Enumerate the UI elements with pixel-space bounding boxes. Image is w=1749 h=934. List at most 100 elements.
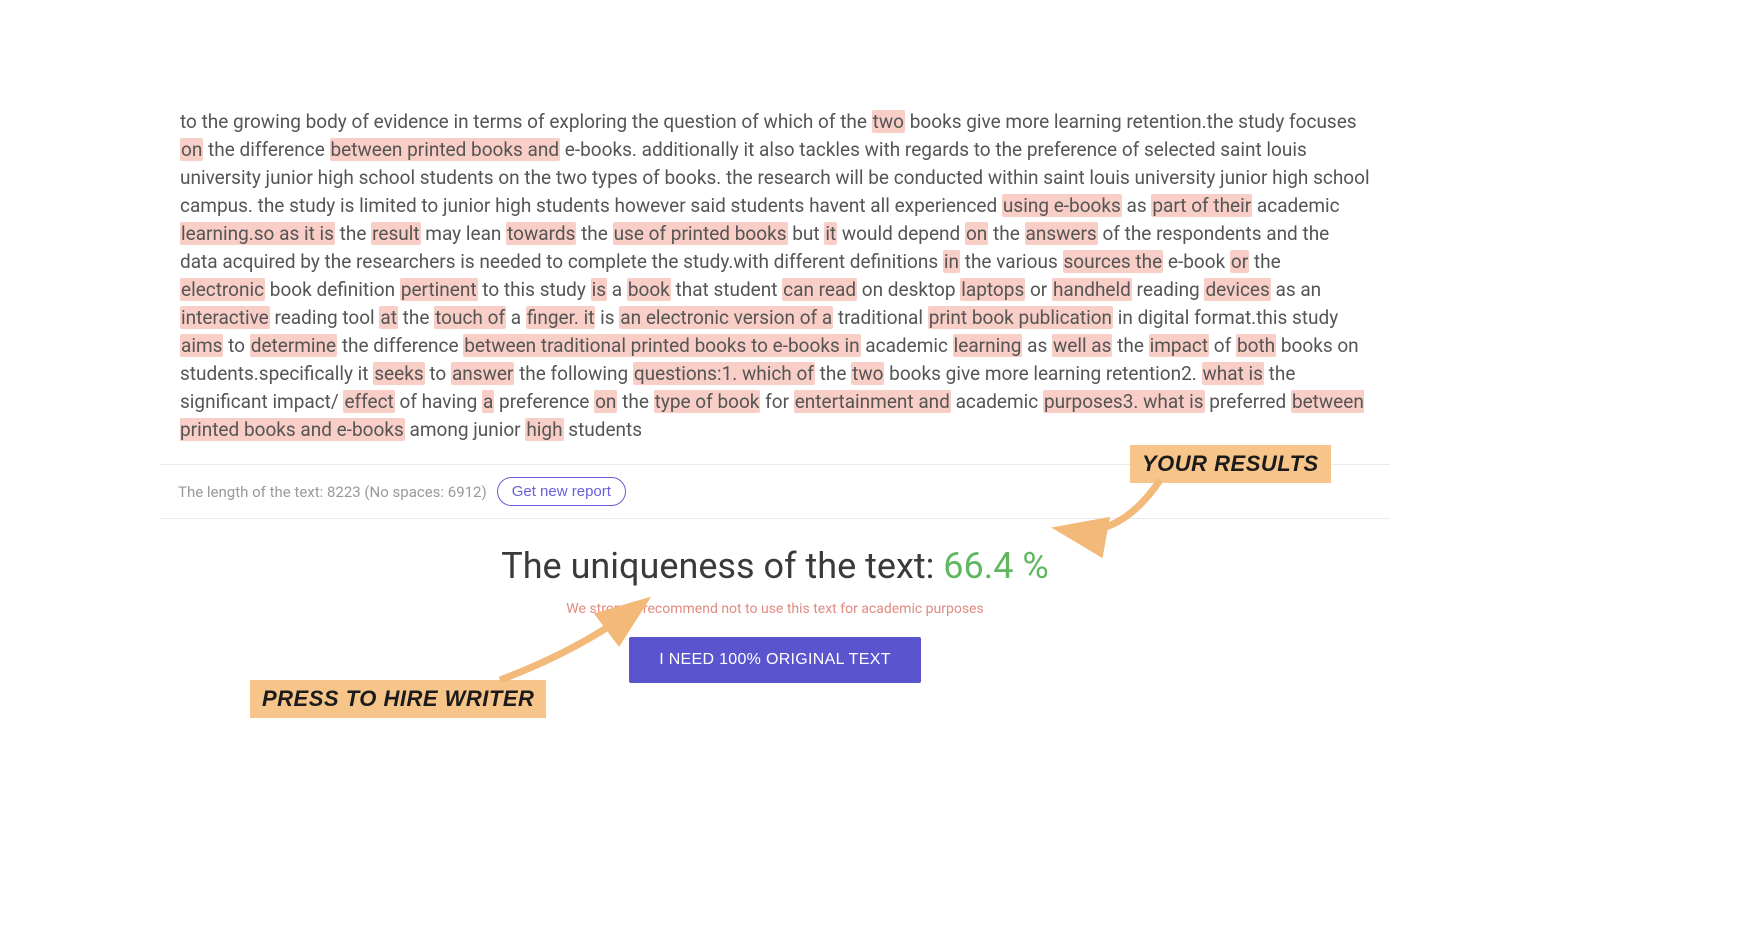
highlighted-span: seeks (373, 362, 424, 385)
text-span: the (988, 222, 1024, 245)
text-span: the (335, 222, 371, 245)
highlighted-span: questions:1. which of (633, 362, 815, 385)
highlighted-span: effect (343, 390, 394, 413)
highlighted-span: use of printed books (613, 222, 788, 245)
text-span: reading tool (270, 306, 380, 329)
text-span: in digital format.this study (1113, 306, 1338, 329)
highlighted-span: on (965, 222, 988, 245)
highlighted-span: aims (180, 334, 223, 357)
text-span: the difference (337, 334, 463, 357)
text-span: the difference (203, 138, 329, 161)
highlighted-span: sources the (1063, 250, 1164, 273)
highlighted-span: an electronic version of a (619, 306, 833, 329)
highlighted-span: result (371, 222, 420, 245)
highlighted-span: part of their (1151, 194, 1252, 217)
highlighted-span: laptops (960, 278, 1025, 301)
highlighted-span: entertainment and (794, 390, 951, 413)
text-span: a (607, 278, 627, 301)
highlighted-span: is (591, 278, 607, 301)
text-span: the following (514, 362, 632, 385)
highlighted-span: both (1236, 334, 1276, 357)
highlighted-span: finger. it (526, 306, 596, 329)
text-span: is (595, 306, 619, 329)
text-span: may lean (421, 222, 507, 245)
text-span: to this study (478, 278, 591, 301)
plagiarism-report-panel: to the growing body of evidence in terms… (160, 108, 1390, 717)
text-span: would depend (837, 222, 965, 245)
highlighted-span: what is (1202, 362, 1264, 385)
highlighted-span: two (872, 110, 905, 133)
highlighted-span: well as (1052, 334, 1112, 357)
highlighted-span: or (1230, 250, 1249, 273)
text-span: book definition (265, 278, 400, 301)
text-span: the (617, 390, 653, 413)
text-span: of having (395, 390, 482, 413)
text-span: books give more learning retention2. (884, 362, 1201, 385)
text-span: among junior (405, 418, 526, 441)
text-span: students (564, 418, 643, 441)
highlighted-span: determine (250, 334, 337, 357)
highlighted-span: a (482, 390, 494, 413)
text-span: e-book (1163, 250, 1230, 273)
warning-text: We strongly recommend not to use this te… (178, 601, 1372, 617)
highlighted-span: answer (451, 362, 514, 385)
highlighted-span: on (180, 138, 203, 161)
text-span: the (576, 222, 612, 245)
highlighted-span: learning.so as it is (180, 222, 335, 245)
arrow-results-icon (1050, 470, 1170, 560)
highlighted-span: handheld (1052, 278, 1132, 301)
highlighted-span: between traditional printed books to e-b… (463, 334, 860, 357)
text-span: preference (494, 390, 594, 413)
highlighted-span: touch of (434, 306, 506, 329)
highlighted-span: electronic (180, 278, 265, 301)
highlighted-span: in (943, 250, 960, 273)
text-span: the (815, 362, 851, 385)
text-span: to (223, 334, 249, 357)
text-span: the (1249, 250, 1280, 273)
uniqueness-percentage: 66.4 % (943, 545, 1049, 587)
text-span: or (1025, 278, 1052, 301)
text-length-label: The length of the text: 8223 (No spaces:… (178, 483, 487, 501)
text-span: as (1122, 194, 1152, 217)
highlighted-span: purposes3. what is (1043, 390, 1205, 413)
text-span: academic (1252, 194, 1339, 217)
highlighted-span: interactive (180, 306, 270, 329)
text-span: preferred (1205, 390, 1291, 413)
highlighted-span: two (851, 362, 884, 385)
text-span: books give more learning retention.the s… (905, 110, 1357, 133)
highlighted-span: learning (953, 334, 1023, 357)
text-span: the various (960, 250, 1062, 273)
text-span: as (1022, 334, 1052, 357)
highlighted-span: pertinent (400, 278, 478, 301)
text-span: of (1209, 334, 1236, 357)
get-new-report-button[interactable]: Get new report (497, 477, 626, 506)
highlighted-span: at (379, 306, 398, 329)
text-span: that student (671, 278, 782, 301)
highlighted-span: impact (1149, 334, 1209, 357)
uniqueness-label: The uniqueness of the text: (501, 545, 943, 587)
highlighted-span: devices (1204, 278, 1270, 301)
need-original-text-button[interactable]: I NEED 100% ORIGINAL TEXT (629, 637, 921, 683)
text-span: traditional (833, 306, 928, 329)
analyzed-text: to the growing body of evidence in terms… (160, 108, 1390, 464)
text-span: on desktop (857, 278, 960, 301)
highlighted-span: print book publication (928, 306, 1113, 329)
highlighted-span: between printed books and (330, 138, 561, 161)
text-span: as an (1271, 278, 1321, 301)
highlighted-span: on (594, 390, 617, 413)
highlighted-span: high (525, 418, 563, 441)
arrow-hire-icon (490, 590, 660, 690)
text-span: the (398, 306, 434, 329)
text-span: academic (861, 334, 953, 357)
uniqueness-line: The uniqueness of the text: 66.4 % (178, 545, 1372, 587)
text-span: to the growing body of evidence in terms… (180, 110, 872, 133)
text-span: reading (1132, 278, 1205, 301)
highlighted-span: type of book (654, 390, 761, 413)
text-span: the (1112, 334, 1148, 357)
text-span: academic (951, 390, 1043, 413)
highlighted-span: towards (506, 222, 576, 245)
highlighted-span: it (824, 222, 837, 245)
highlighted-span: book (627, 278, 671, 301)
text-span: a (506, 306, 526, 329)
highlighted-span: can read (782, 278, 857, 301)
